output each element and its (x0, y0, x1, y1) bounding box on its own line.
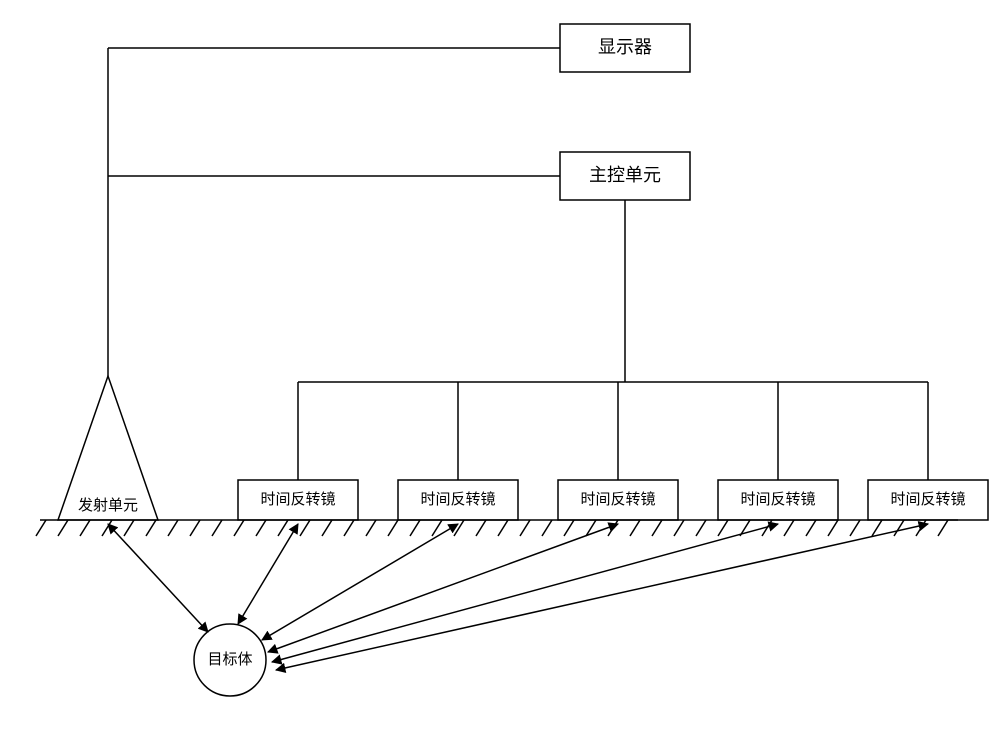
mirror-label-2: 时间反转镜 (580, 490, 655, 508)
diagram-canvas: 显示器主控单元发射单元 时间反转镜 时间反转镜 时间反转镜 时间反转镜 时间反转镜目标体 (0, 0, 1000, 744)
mirror-label-3: 时间反转镜 (740, 490, 815, 508)
signal-arrow-5 (276, 524, 928, 670)
mirror-label-4: 时间反转镜 (890, 490, 965, 508)
display-label: 显示器 (598, 37, 652, 57)
mirror-label-0: 时间反转镜 (260, 490, 335, 508)
controller-label: 主控单元 (589, 165, 661, 185)
signal-arrow-2 (262, 524, 458, 640)
emitter-label: 发射单元 (78, 497, 138, 514)
signal-arrow-1 (238, 524, 298, 624)
signal-arrow-4 (272, 524, 778, 662)
ground-hatching (36, 520, 948, 536)
mirror-label-1: 时间反转镜 (420, 490, 495, 508)
signal-arrow-0 (108, 524, 208, 632)
target-label: 目标体 (207, 651, 252, 668)
